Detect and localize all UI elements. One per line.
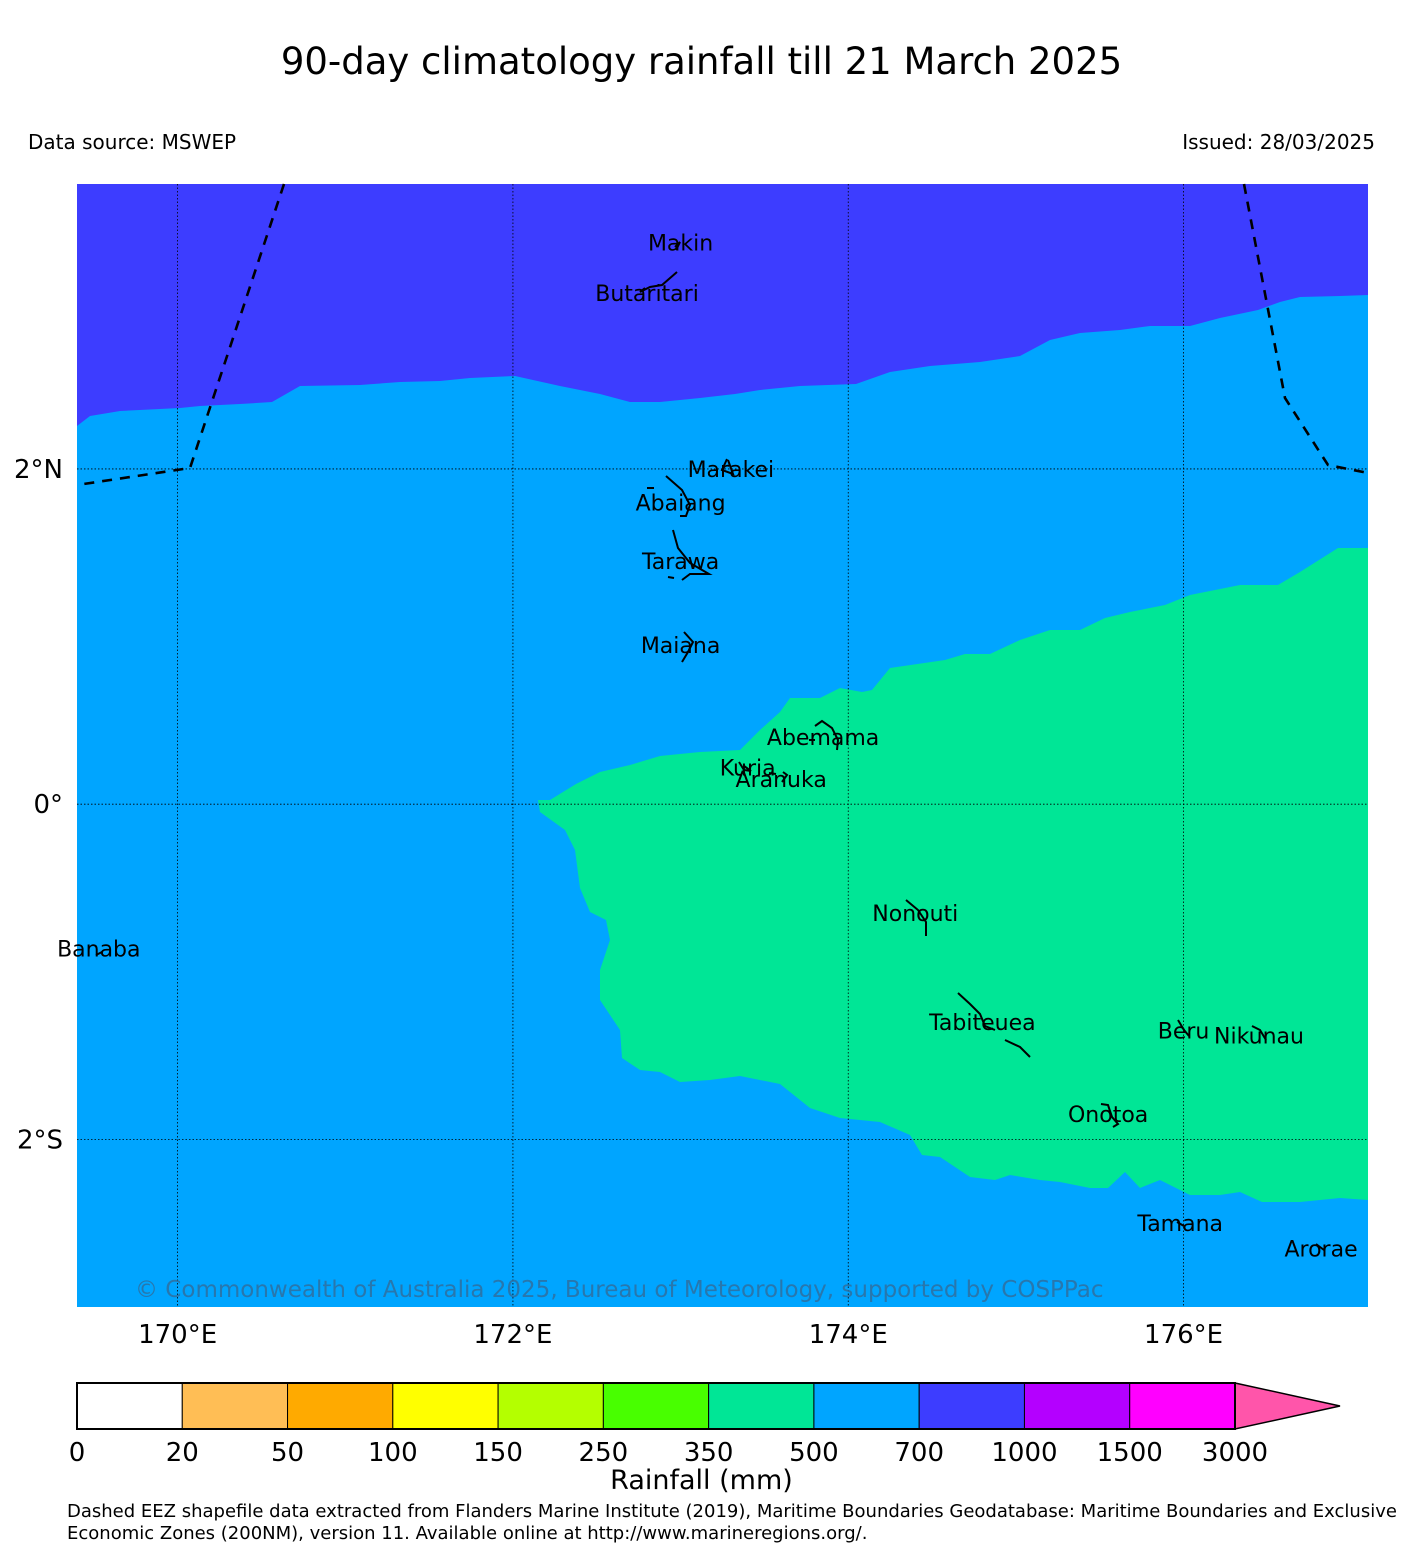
coast-abaiang — [665, 475, 692, 517]
coast-aranuka — [768, 771, 789, 783]
colorbar-swatch — [287, 1382, 394, 1430]
colorbar-tick-label: 50 — [271, 1438, 304, 1468]
island-label: Abemama — [767, 726, 879, 751]
lat-tick-label: 0° — [33, 790, 63, 820]
coast-marakei — [720, 458, 735, 476]
coast-banaba — [95, 951, 103, 956]
colorbar-extend-arrow — [1234, 1382, 1341, 1430]
colorbar-swatch — [76, 1382, 183, 1430]
island-label: Arorae — [1284, 1237, 1357, 1262]
island-label: Banaba — [57, 937, 140, 962]
coast-abemama — [814, 719, 840, 751]
colorbar-outline — [76, 1382, 1236, 1430]
lat-tick-label: 2°N — [14, 455, 63, 485]
colorbar: 0 20 50 100 150 250 350 500 700 1000 1500 3000 — [69, 1382, 1341, 1468]
colorbar-tick-label: 500 — [789, 1438, 839, 1468]
colorbar-tick-label: 350 — [684, 1438, 734, 1468]
colorbar-tick-label: 20 — [166, 1438, 199, 1468]
island-label: Nonouti — [872, 902, 958, 927]
colorbar-swatch — [602, 1382, 710, 1430]
colorbar-swatch — [1023, 1382, 1131, 1430]
island-label: Marakei — [688, 458, 775, 483]
colorbar-swatch — [708, 1382, 815, 1430]
longitude-labels: 170°E 172°E 174°E 176°E — [138, 1320, 1223, 1350]
page-title: 90-day climatology rainfall till 21 Marc… — [280, 40, 1123, 83]
island-label: Onotoa — [1068, 1103, 1148, 1128]
coast-maiana — [681, 631, 695, 663]
coast-nonouti — [905, 899, 927, 936]
coast-tabiteuea-north — [957, 992, 996, 1031]
island-label: Tamana — [1136, 1212, 1223, 1237]
island-label: Aranuka — [736, 768, 827, 793]
island-label: Makin — [648, 232, 713, 257]
colorbar-swatch — [392, 1382, 499, 1430]
colorbar-swatch — [813, 1382, 920, 1430]
island-labels: Makin Butaritari Marakei Abaiang Tarawa Maian… — [57, 232, 1358, 1263]
colorbar-swatch — [181, 1382, 289, 1430]
coast-tabiteuea-south — [1004, 1039, 1031, 1058]
colorbar-swatch — [497, 1382, 604, 1430]
colorbar-tick-label: 700 — [894, 1438, 944, 1468]
island-label: Abaiang — [636, 491, 726, 516]
data-source: Data source: MSWEP — [28, 130, 237, 154]
lon-tick-label: 170°E — [138, 1320, 217, 1350]
colorbar-swatch — [918, 1382, 1025, 1430]
island-label: Beru — [1158, 1019, 1210, 1044]
rain-band-350-500 — [538, 548, 1368, 1202]
coast-kuria — [738, 761, 752, 772]
island-label: Maiana — [641, 634, 720, 659]
lat-tick-label: 2°S — [17, 1125, 63, 1155]
coast-beru — [1177, 1019, 1190, 1037]
island-label: Nikunau — [1214, 1024, 1304, 1049]
coast-tarawa — [672, 529, 713, 581]
eez-boundary-west — [76, 183, 286, 487]
coast-arorae — [1315, 1243, 1325, 1251]
colorbar-tick-label: 3000 — [1202, 1438, 1268, 1468]
colorbar-tick-label: 1500 — [1097, 1438, 1163, 1468]
colorbar-tick-label: 1000 — [991, 1438, 1057, 1468]
island-label: Kuria — [720, 756, 776, 781]
rain-band-700-1000 — [77, 184, 1368, 426]
colorbar-tick-label: 0 — [69, 1438, 86, 1468]
island-coastlines — [95, 241, 1325, 1251]
coast-nikunau — [1251, 1025, 1267, 1041]
coast-makin — [674, 241, 681, 251]
lon-tick-label: 172°E — [473, 1320, 552, 1350]
colorbar-label: Rainfall (mm) — [610, 1465, 793, 1496]
footer-note: Dashed EEZ shapefile data extracted from… — [67, 1501, 1397, 1544]
lon-tick-label: 174°E — [809, 1320, 888, 1350]
coast-tamana — [1176, 1221, 1185, 1227]
colorbar-tick-label: 250 — [579, 1438, 629, 1468]
lon-tick-label: 176°E — [1144, 1320, 1223, 1350]
colorbar-tick-label: 100 — [368, 1438, 418, 1468]
island-label: Butaritari — [595, 282, 699, 307]
coast-tarawa-islet — [667, 576, 675, 579]
island-label: Tarawa — [641, 550, 719, 575]
eez-boundary-east — [1242, 183, 1369, 475]
island-label: Tabiteuea — [928, 1011, 1035, 1036]
copyright-notice: © Commonwealth of Australia 2025, Bureau… — [135, 1277, 1104, 1303]
eez-boundary — [76, 183, 1369, 487]
map-area: Makin Butaritari Marakei Abaiang Tarawa Maian… — [57, 183, 1369, 1307]
issued-date: Issued: 28/03/2025 — [1182, 130, 1375, 154]
colorbar-swatch — [1129, 1382, 1236, 1430]
colorbar-tick-label: 150 — [473, 1438, 523, 1468]
coast-onotoa — [1100, 1103, 1120, 1128]
latitude-labels: 2°N 0° 2°S — [14, 455, 63, 1155]
coast-butaritari — [639, 271, 678, 293]
